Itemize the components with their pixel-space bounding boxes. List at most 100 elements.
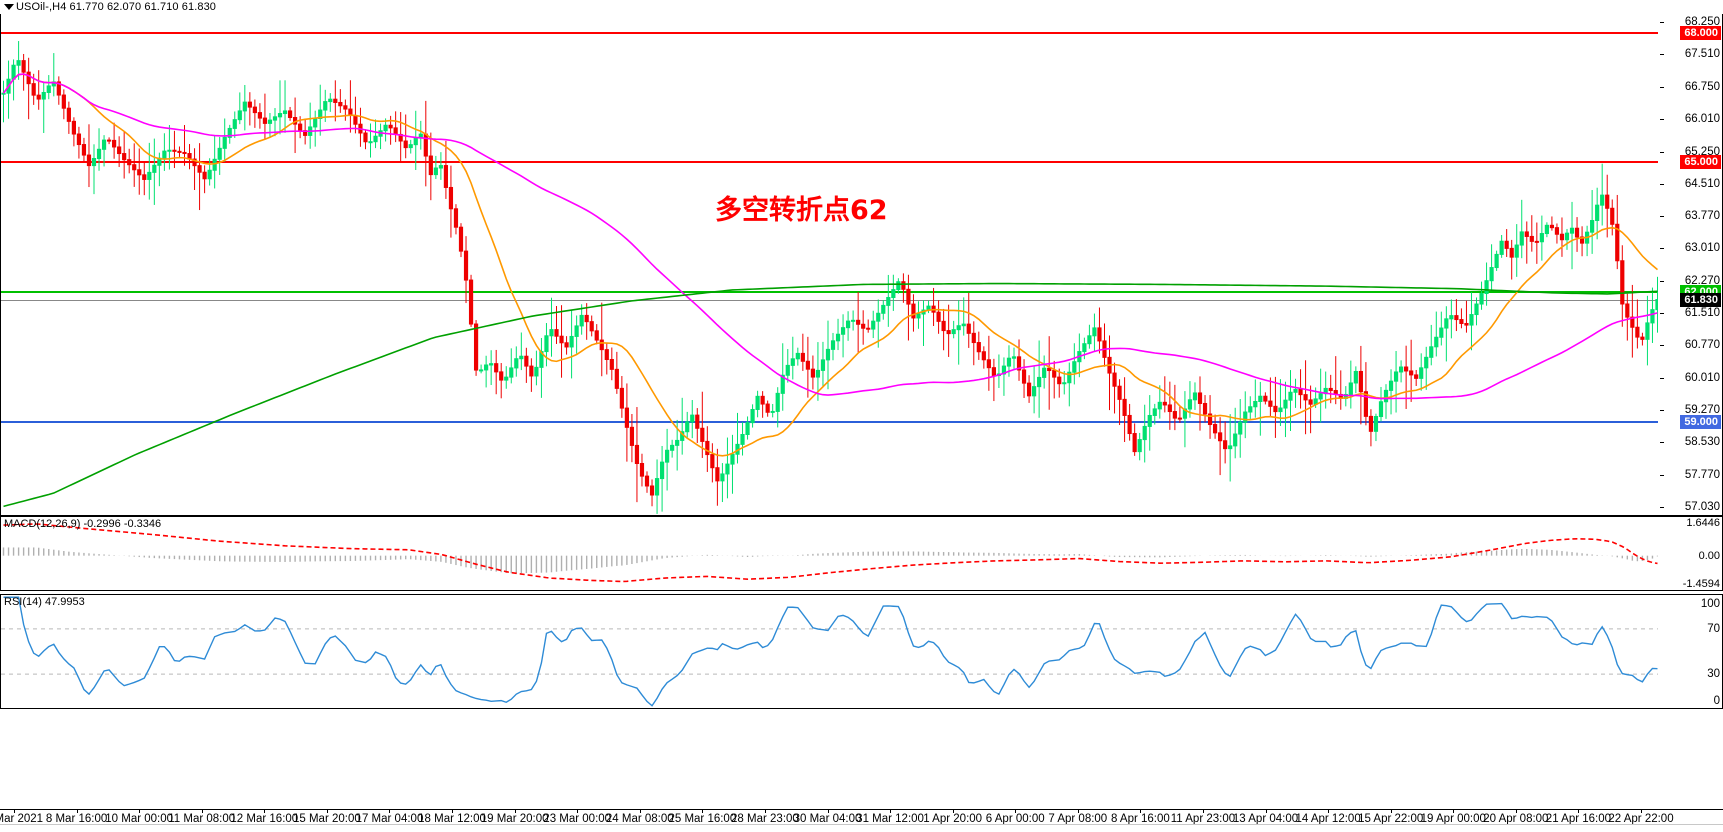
time-tick-mark (1515, 810, 1517, 813)
time-tick-label: 11 Mar 08:00 (168, 813, 236, 825)
time-tick-label: 19 Mar 20:00 (480, 813, 549, 825)
time-tick-label: 24 Mar 08:00 (605, 813, 674, 825)
macd-series (2, 523, 1658, 583)
price-tick-label: 68.250 (1684, 15, 1720, 28)
time-tick-label: 6 Apr 00:00 (985, 813, 1045, 825)
time-tick-label: 14 Apr 12:00 (1295, 813, 1361, 825)
price-axis[interactable]: 68.250 67.510 66.750 66.010 65.250 64.510 63.7… (1658, 14, 1722, 515)
bottom-strip (0, 824, 1723, 832)
time-tick-mark (389, 810, 391, 813)
time-tick-label: 18 Mar 12:00 (418, 813, 486, 825)
time-tick-label: 20 Apr 08:00 (1483, 813, 1549, 825)
time-tick-mark (201, 810, 203, 813)
price-tick-mark (1660, 378, 1664, 380)
price-tick-label: 60.010 (1684, 372, 1720, 385)
time-tick-mark (952, 810, 954, 813)
time-tick-mark (14, 810, 15, 813)
rsi-tick-label: 70 (1707, 622, 1720, 635)
macd-panel: MACD(12,26,9) -0.2996 -0.3346 1.6446 0.00… (0, 516, 1723, 591)
time-tick-label: 8 Mar 16:00 (45, 813, 108, 825)
time-tick-mark (264, 810, 266, 813)
price-tick-label: 63.010 (1684, 242, 1720, 255)
price-tick-mark (1660, 53, 1664, 55)
level-line-pivot-62[interactable] (1, 291, 1658, 294)
time-tick-label: 23 Mar 00:00 (543, 813, 612, 825)
macd-axis: 1.6446 0.00 -1.4594 (1658, 517, 1722, 590)
time-tick-label: 21 Apr 16:00 (1545, 813, 1612, 825)
price-tag-65-000[interactable]: 65.000 (1680, 155, 1721, 170)
price-tick-mark (1660, 21, 1664, 23)
time-tick-label: 1 Apr 20:00 (923, 813, 983, 825)
price-tick-mark (1660, 410, 1664, 412)
time-tick-mark (1077, 810, 1079, 813)
price-tag-68-000[interactable]: 68.000 (1680, 25, 1721, 40)
time-tick-mark (764, 810, 766, 813)
macd-plot-area[interactable] (1, 517, 1658, 590)
price-tick-mark (1660, 118, 1664, 120)
time-tick-label: 5 Mar 2021 (0, 813, 44, 825)
price-panel: 68.250 67.510 66.750 66.010 65.250 64.510 63.7… (0, 13, 1723, 516)
price-tick-mark (1660, 475, 1664, 477)
macd-tick-label: 0.00 (1698, 549, 1720, 562)
level-line-support-59[interactable] (1, 420, 1658, 423)
time-tick-mark (1202, 810, 1204, 813)
macd-title: MACD(12,26,9) -0.2996 -0.3346 (4, 518, 162, 530)
price-tick-mark (1660, 183, 1664, 185)
time-tick-mark (890, 810, 892, 813)
annotation-text: 多空转折点62 (715, 195, 888, 226)
rsi-panel: RSI(14) 47.9953 100 70 30 0 (0, 594, 1723, 709)
price-tick-mark (1660, 215, 1664, 217)
time-tick-label: 17 Mar 04:00 (355, 813, 424, 825)
rsi-plot-area[interactable] (1, 595, 1658, 708)
rsi-title: RSI(14) 47.9953 (4, 596, 85, 608)
time-tick-label: 8 Apr 16:00 (1110, 813, 1170, 825)
price-tick-label: 64.510 (1684, 177, 1720, 190)
time-tick-label: 22 Apr 22:00 (1608, 813, 1674, 825)
price-tick-label: 59.270 (1684, 404, 1720, 417)
price-tag-59-000[interactable]: 59.000 (1680, 414, 1721, 429)
time-tick-label: 31 Mar 12:00 (856, 813, 924, 825)
rsi-axis: 100 70 30 0 (1658, 595, 1722, 708)
time-tick-mark (452, 810, 454, 813)
price-tick-mark (1660, 507, 1664, 509)
price-tick-label: 61.510 (1684, 307, 1720, 320)
price-tick-mark (1660, 280, 1664, 282)
price-tick-label: 66.010 (1684, 112, 1720, 125)
time-tick-mark (1390, 810, 1392, 813)
time-tick-mark (1578, 810, 1580, 813)
time-tick-mark (1140, 810, 1142, 813)
macd-tick-label: 1.6446 (1686, 517, 1720, 529)
rsi-tick-label: 0 (1713, 695, 1720, 707)
time-tick-label: 30 Mar 04:00 (793, 813, 862, 825)
chart-header: USOil-,H4 61.770 62.070 61.710 61.830 (0, 0, 1723, 14)
price-tick-label: 66.750 (1684, 80, 1720, 93)
price-tag-61-830[interactable]: 61.830 (1680, 292, 1721, 307)
price-plot-area[interactable] (1, 14, 1658, 515)
rsi-tick-label: 30 (1707, 668, 1720, 681)
price-tick-mark (1660, 345, 1664, 347)
time-tick-mark (514, 810, 516, 813)
rsi-tick-label: 100 (1700, 598, 1720, 610)
price-tick-mark (1660, 151, 1664, 153)
time-tick-label: 28 Mar 23:00 (731, 813, 799, 825)
time-tick-mark (326, 810, 328, 813)
level-line-resistance-65[interactable] (1, 161, 1658, 164)
price-tick-label: 57.770 (1684, 469, 1720, 482)
time-tick-mark (1015, 810, 1017, 813)
price-tick-label: 63.770 (1684, 209, 1720, 222)
price-tick-label: 67.510 (1684, 47, 1720, 60)
price-tick-mark (1660, 442, 1664, 444)
price-tick-label: 62.270 (1684, 274, 1720, 287)
macd-tick-label: -1.4594 (1682, 578, 1720, 590)
price-tick-label: 57.030 (1684, 501, 1720, 514)
time-tick-label: 7 Apr 08:00 (1048, 813, 1108, 825)
level-line-resistance-68[interactable] (1, 31, 1658, 34)
symbol-quote-label: USOil-,H4 61.770 62.070 61.710 61.830 (16, 1, 217, 13)
time-tick-mark (139, 810, 141, 813)
time-tick-label: 13 Apr 04:00 (1232, 813, 1299, 825)
time-tick-mark (1641, 810, 1642, 813)
rsi-series (1, 596, 1658, 707)
price-tick-mark (1660, 313, 1664, 315)
triangle-down-icon[interactable] (4, 4, 14, 10)
